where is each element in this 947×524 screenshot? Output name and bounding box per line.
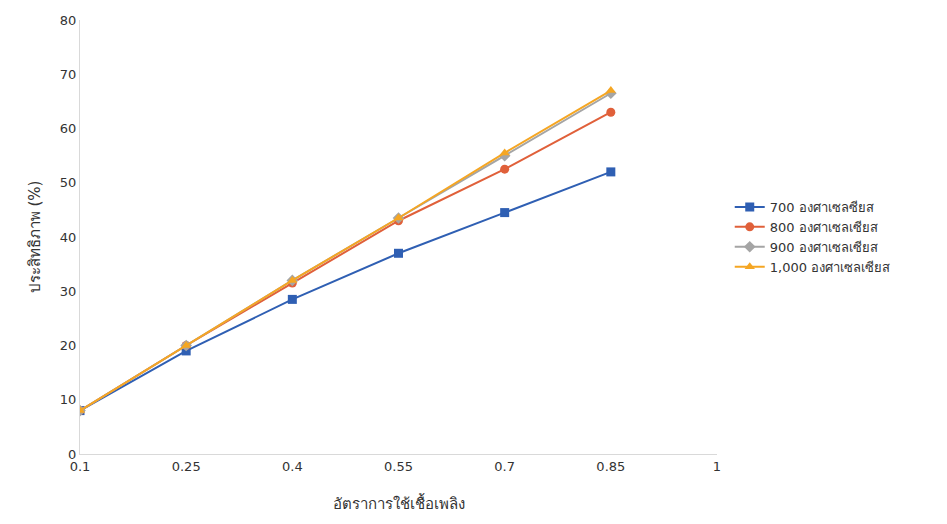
svg-text:1: 1 (713, 459, 721, 474)
svg-text:0.85: 0.85 (596, 459, 625, 474)
svg-text:20: 20 (60, 338, 77, 353)
svg-text:60: 60 (60, 121, 77, 136)
svg-text:0.25: 0.25 (172, 459, 201, 474)
svg-text:0.4: 0.4 (282, 459, 303, 474)
svg-text:70: 70 (60, 67, 77, 82)
svg-text:900 องศาเซลเซียส: 900 องศาเซลเซียส (770, 240, 878, 255)
svg-text:0: 0 (68, 447, 76, 462)
svg-text:ประสิทธิภาพ (%): ประสิทธิภาพ (%) (26, 181, 44, 294)
svg-text:800 องศาเซลเซียส: 800 องศาเซลเซียส (770, 220, 878, 235)
svg-text:0.7: 0.7 (494, 459, 515, 474)
svg-text:10: 10 (60, 392, 77, 407)
svg-text:0.1: 0.1 (70, 459, 91, 474)
svg-text:700 องศาเซลซียส: 700 องศาเซลซียส (770, 200, 874, 215)
svg-text:30: 30 (60, 284, 77, 299)
svg-text:อัตราการใช้เชื้อเพลิง: อัตราการใช้เชื้อเพลิง (333, 493, 465, 513)
svg-text:50: 50 (60, 175, 77, 190)
svg-text:40: 40 (60, 230, 77, 245)
svg-text:80: 80 (60, 13, 77, 28)
svg-text:0.55: 0.55 (384, 459, 413, 474)
svg-text:1,000 องศาเซลเซียส: 1,000 องศาเซลเซียส (770, 260, 890, 275)
